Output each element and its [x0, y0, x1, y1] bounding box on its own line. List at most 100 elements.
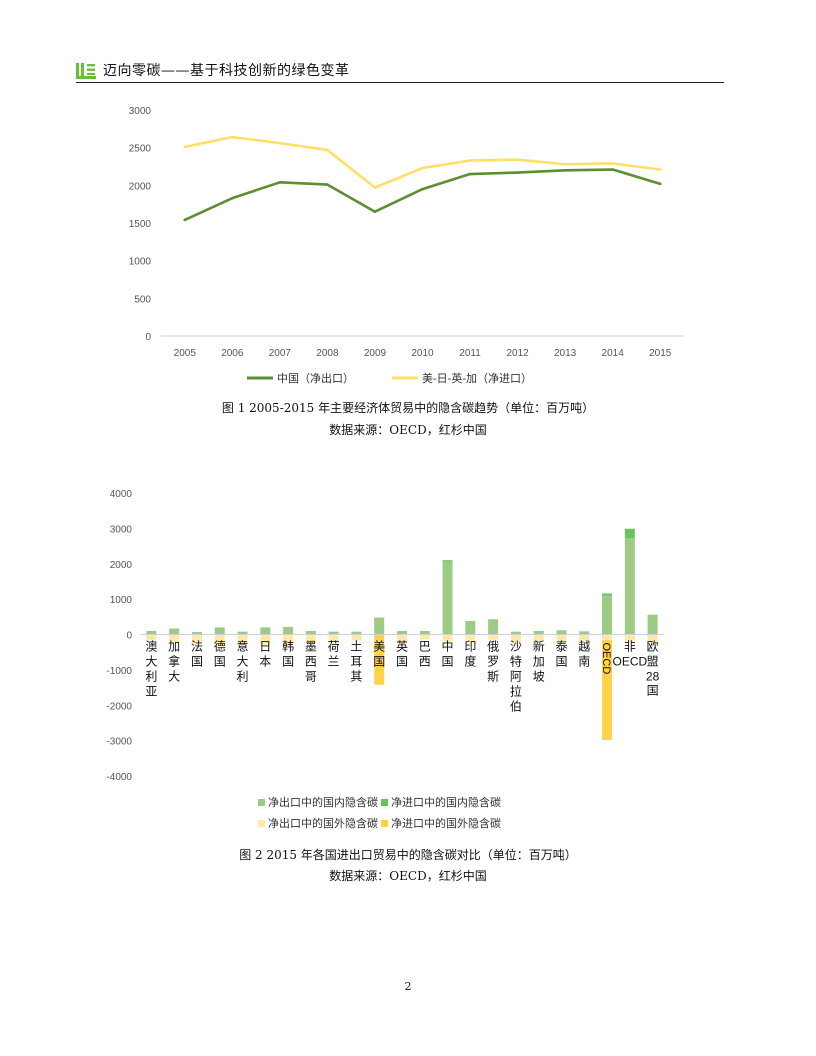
bar-segment-series-1: [556, 630, 567, 635]
category-label-part: 荷: [328, 640, 340, 654]
bar-segment-series-3: [191, 634, 202, 644]
bar-segment-series-1: [465, 621, 476, 635]
bar-segment-series-1: [146, 630, 157, 635]
category-label-part: 澳: [145, 640, 157, 654]
bar-segment-series-3: [465, 634, 476, 643]
y-tick-label: -3000: [106, 737, 132, 748]
category-label-part: 罗: [487, 655, 499, 669]
bar-segment-series-1: [419, 630, 430, 635]
bar-segment-series-1: [647, 614, 658, 635]
x-tick-label: 2015: [649, 348, 672, 359]
page-number: 2: [404, 980, 412, 993]
bar-segment-series-3: [647, 634, 658, 643]
y-tick-label: 500: [134, 294, 151, 305]
category-label-part: 耳: [350, 655, 362, 669]
bar-segment-series-3: [624, 634, 635, 642]
header-divider: [76, 82, 724, 83]
data-point: [183, 145, 187, 149]
category-label-part: 土: [350, 640, 362, 654]
data-point: [658, 182, 662, 186]
bar-segment-series-1: [488, 619, 499, 635]
bar-segment-series-1: [305, 630, 316, 635]
data-point: [468, 172, 472, 176]
legend-swatch-3: [258, 820, 265, 827]
bar-segment-series-3: [283, 634, 294, 646]
bar-segment-series-1: [624, 538, 635, 635]
legend-label-2: 净进口中的国内隐含碳: [391, 795, 501, 809]
category-label-part: 巴: [419, 640, 431, 654]
bar-segment-series-1: [283, 627, 294, 635]
category-label-part: 国: [396, 655, 408, 669]
data-point: [326, 148, 329, 152]
category-label-part: 西: [305, 655, 317, 669]
y-tick-label: -1000: [106, 666, 132, 677]
bar-segment-series-3: [146, 634, 157, 641]
legend-label-4: 净进口中的国外隐含碳: [391, 816, 501, 830]
category-label-part: 国: [282, 655, 294, 669]
data-point: [516, 171, 519, 174]
legend-swatch-2: [381, 799, 388, 806]
bar-segment-series-2: [602, 593, 613, 596]
data-point: [278, 181, 282, 184]
category-label-part: 国: [555, 655, 567, 669]
bar-segment-series-4: [602, 640, 613, 740]
category-label-part: 利: [237, 670, 249, 684]
category-label: 墨西哥: [305, 640, 317, 684]
category-label-part: 意: [237, 639, 249, 654]
category-label-part: 大: [237, 655, 249, 669]
category-label-part: 国: [191, 655, 203, 669]
data-point: [611, 168, 614, 171]
category-label-part: 国: [442, 655, 454, 669]
category-label-part: 法: [191, 640, 203, 654]
x-tick-label: 2007: [269, 348, 292, 359]
data-point: [183, 218, 187, 222]
bar-segment-series-3: [419, 634, 430, 640]
category-label: 澳大利亚: [145, 640, 157, 699]
bar-segment-series-1: [351, 631, 362, 635]
category-label: 土耳其: [350, 640, 362, 684]
category-label-part: 利: [145, 670, 157, 684]
category-label: 美国: [373, 640, 385, 669]
category-label-part: 本: [259, 655, 271, 669]
category-label-part: 加: [168, 640, 180, 654]
category-label: 沙特阿拉伯: [510, 640, 522, 714]
category-label-part: 伯: [510, 699, 522, 714]
legend-label-3: 净出口中的国外隐含碳: [268, 816, 378, 830]
legend-swatch-4: [381, 820, 388, 827]
bar-segment-series-3: [351, 634, 362, 641]
category-label-part: 日: [259, 640, 271, 654]
category-label-part: 国: [373, 655, 385, 669]
category-label-part: 英: [396, 640, 408, 654]
category-label-part: 度: [464, 654, 476, 669]
data-point: [326, 183, 329, 186]
category-label-part: 国: [647, 684, 659, 698]
data-point: [278, 141, 282, 145]
category-label-part: 中: [442, 639, 454, 654]
x-tick-label: 2011: [459, 348, 481, 359]
bar-segment-series-3: [305, 634, 316, 643]
y-tick-label: 1500: [129, 219, 152, 230]
category-label-part: 兰: [328, 655, 340, 669]
category-label-part: 非: [624, 640, 636, 654]
category-label-part: 新: [533, 639, 545, 654]
bar-segment-series-3: [169, 634, 180, 643]
legend-label-1: 净出口中的国内隐含碳: [268, 795, 378, 809]
data-point: [421, 166, 424, 170]
category-label-part: 沙: [510, 640, 522, 654]
bar-segment-series-3: [214, 634, 225, 646]
bar-segment-series-1: [260, 627, 271, 635]
x-tick-label: 2006: [221, 348, 244, 359]
category-label-part: 坡: [533, 670, 545, 684]
category-label: 荷兰: [328, 640, 340, 669]
category-label: 泰国: [555, 640, 567, 669]
category-label: 英国: [396, 640, 408, 669]
bar-segment-series-1: [602, 595, 613, 635]
x-tick-label: 2014: [602, 348, 625, 359]
stacked-bar-chart: 40003000200010000-1000-2000-3000-4000澳大利…: [106, 489, 664, 830]
bar-segment-series-1: [169, 628, 180, 635]
y-tick-label: 1000: [110, 595, 133, 606]
category-label: 法国: [191, 640, 203, 669]
series-line-1: [184, 168, 661, 222]
x-tick-label: 2010: [411, 348, 434, 359]
bar-segment-series-3: [328, 634, 339, 643]
